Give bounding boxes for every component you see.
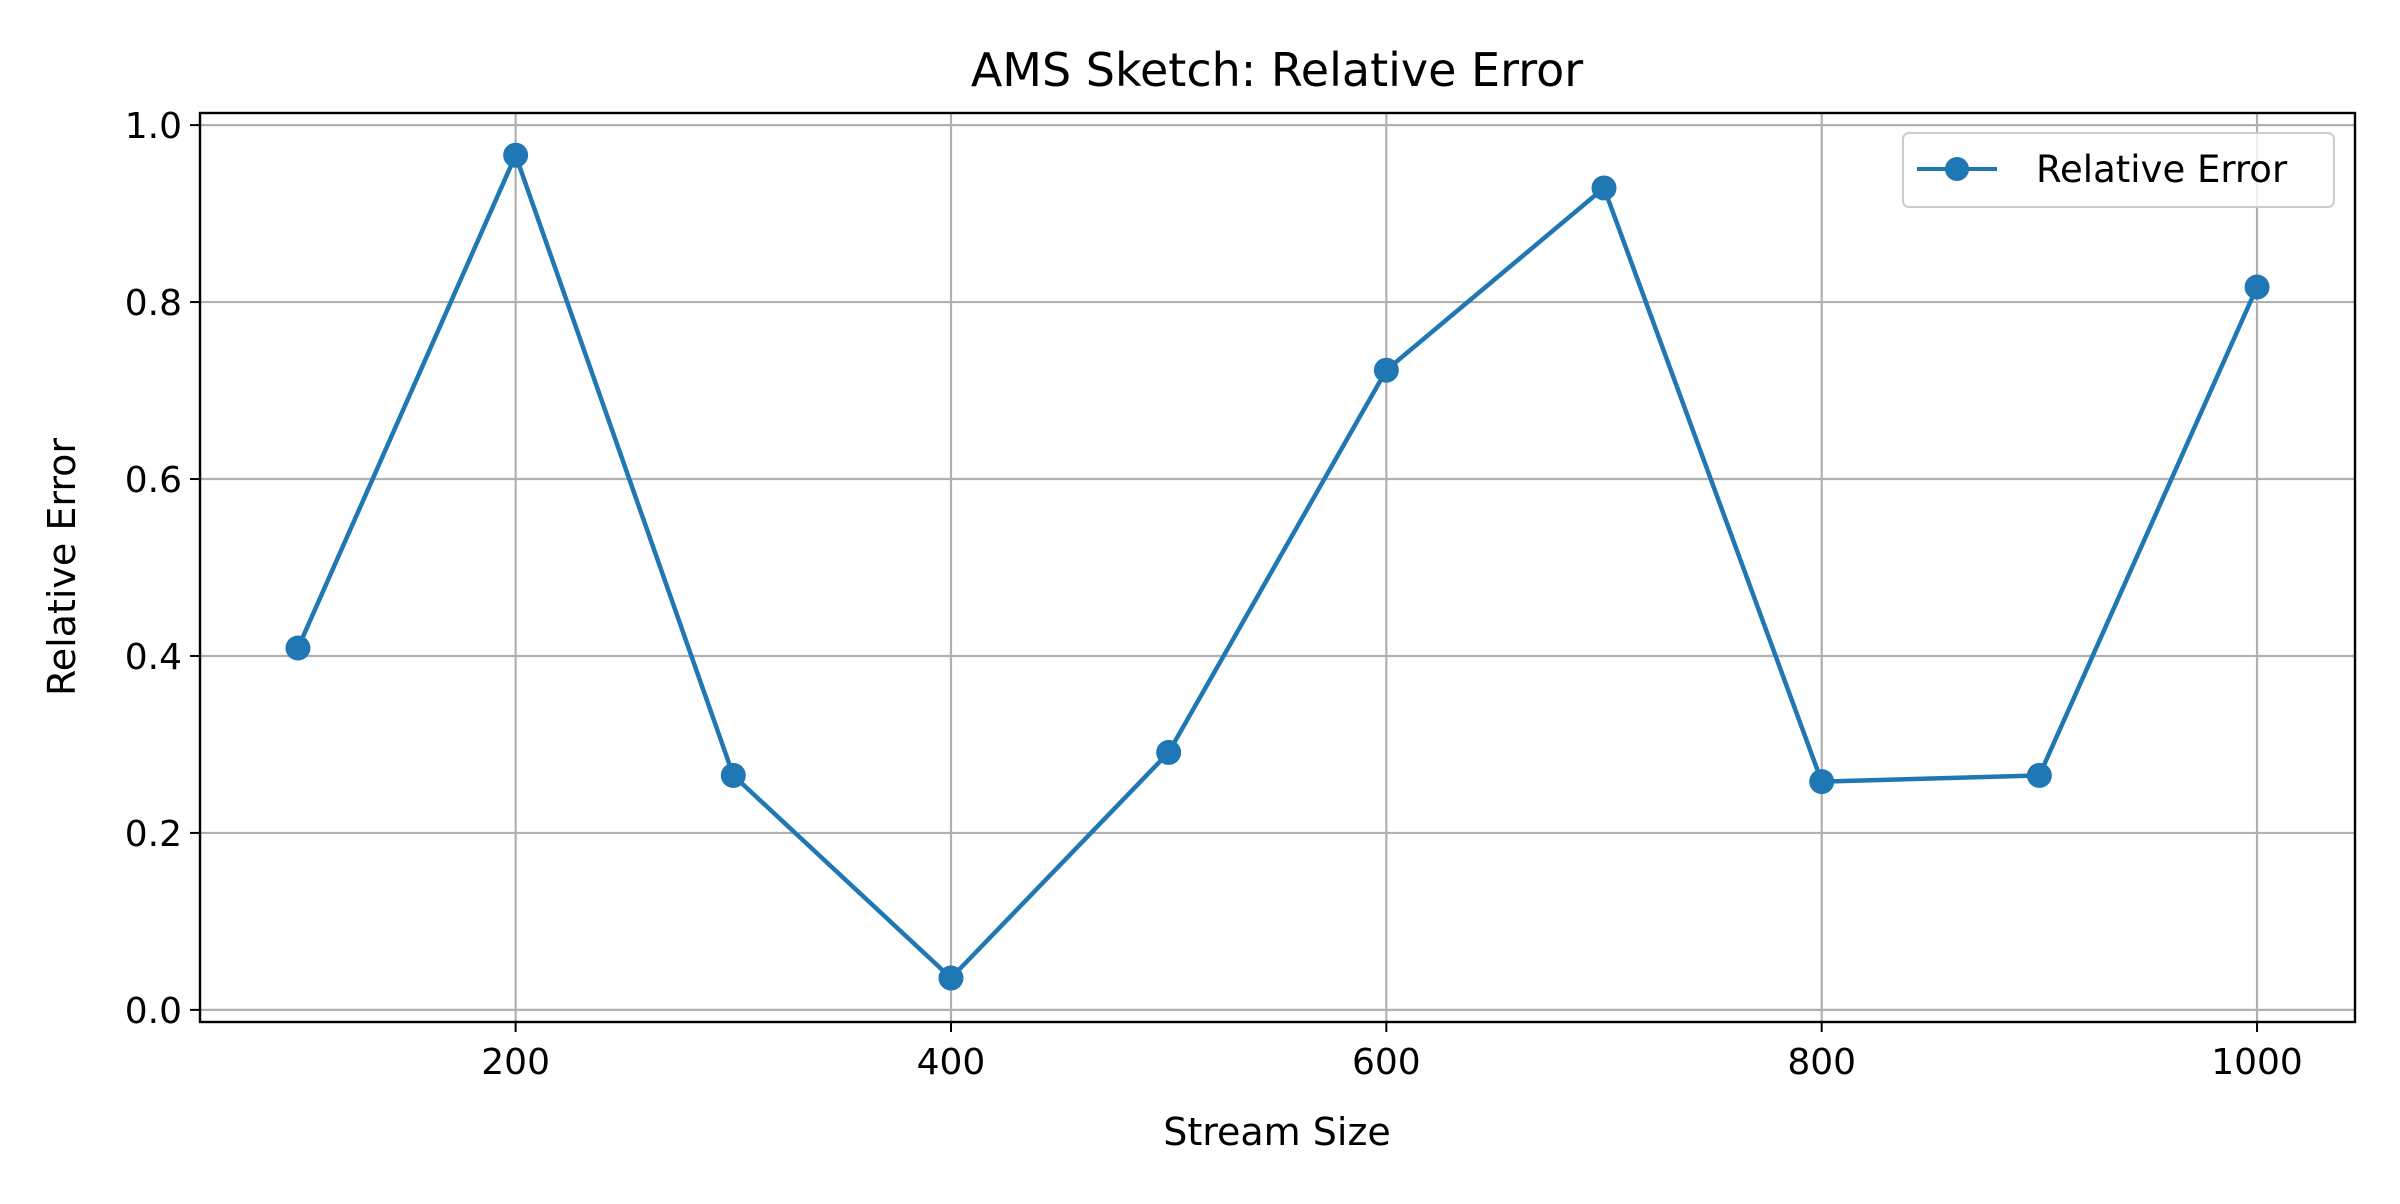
data-point bbox=[1156, 739, 1182, 765]
series-line bbox=[295, 152, 2260, 981]
legend-marker-sample bbox=[1945, 157, 1969, 181]
x-tick-label: 600 bbox=[1352, 1042, 1421, 1083]
data-point bbox=[938, 965, 964, 991]
data-point bbox=[720, 762, 746, 788]
plot-area-frame bbox=[198, 111, 2357, 1024]
x-axis-label: Stream Size bbox=[1163, 1110, 1391, 1154]
chart-title: AMS Sketch: Relative Error bbox=[971, 43, 1583, 97]
x-axis-ticks: 200 400 600 800 1000 bbox=[481, 1022, 2303, 1083]
y-axis-label: Relative Error bbox=[40, 438, 84, 696]
data-point bbox=[1373, 357, 1399, 383]
y-grid-lines bbox=[200, 124, 2355, 1011]
x-tick-label: 1000 bbox=[2211, 1042, 2303, 1083]
legend-box bbox=[1902, 132, 2335, 208]
y-tick-label: 0.6 bbox=[125, 460, 182, 501]
data-point bbox=[1591, 175, 1617, 201]
x-grid-lines bbox=[514, 113, 2259, 1022]
y-tick-label: 0.0 bbox=[125, 991, 182, 1032]
y-tick-label: 0.4 bbox=[125, 637, 182, 678]
series-layer bbox=[285, 142, 2270, 991]
legend-label: Relative Error bbox=[2036, 148, 2288, 191]
data-point bbox=[1809, 769, 1835, 795]
legend: Relative Error bbox=[1902, 132, 2335, 208]
y-tick-label: 0.2 bbox=[125, 814, 182, 855]
x-tick-label: 200 bbox=[481, 1042, 550, 1083]
data-point bbox=[2026, 762, 2052, 788]
x-tick-label: 800 bbox=[1787, 1042, 1856, 1083]
y-tick-label: 1.0 bbox=[125, 106, 182, 147]
plot-area-background bbox=[200, 113, 2355, 1022]
y-axis-ticks: 0.0 0.2 0.4 0.6 0.8 1.0 bbox=[125, 106, 200, 1032]
data-point bbox=[2244, 274, 2270, 300]
x-tick-label: 400 bbox=[917, 1042, 986, 1083]
data-point bbox=[503, 142, 529, 168]
y-tick-label: 0.8 bbox=[125, 283, 182, 324]
data-point bbox=[285, 635, 311, 661]
